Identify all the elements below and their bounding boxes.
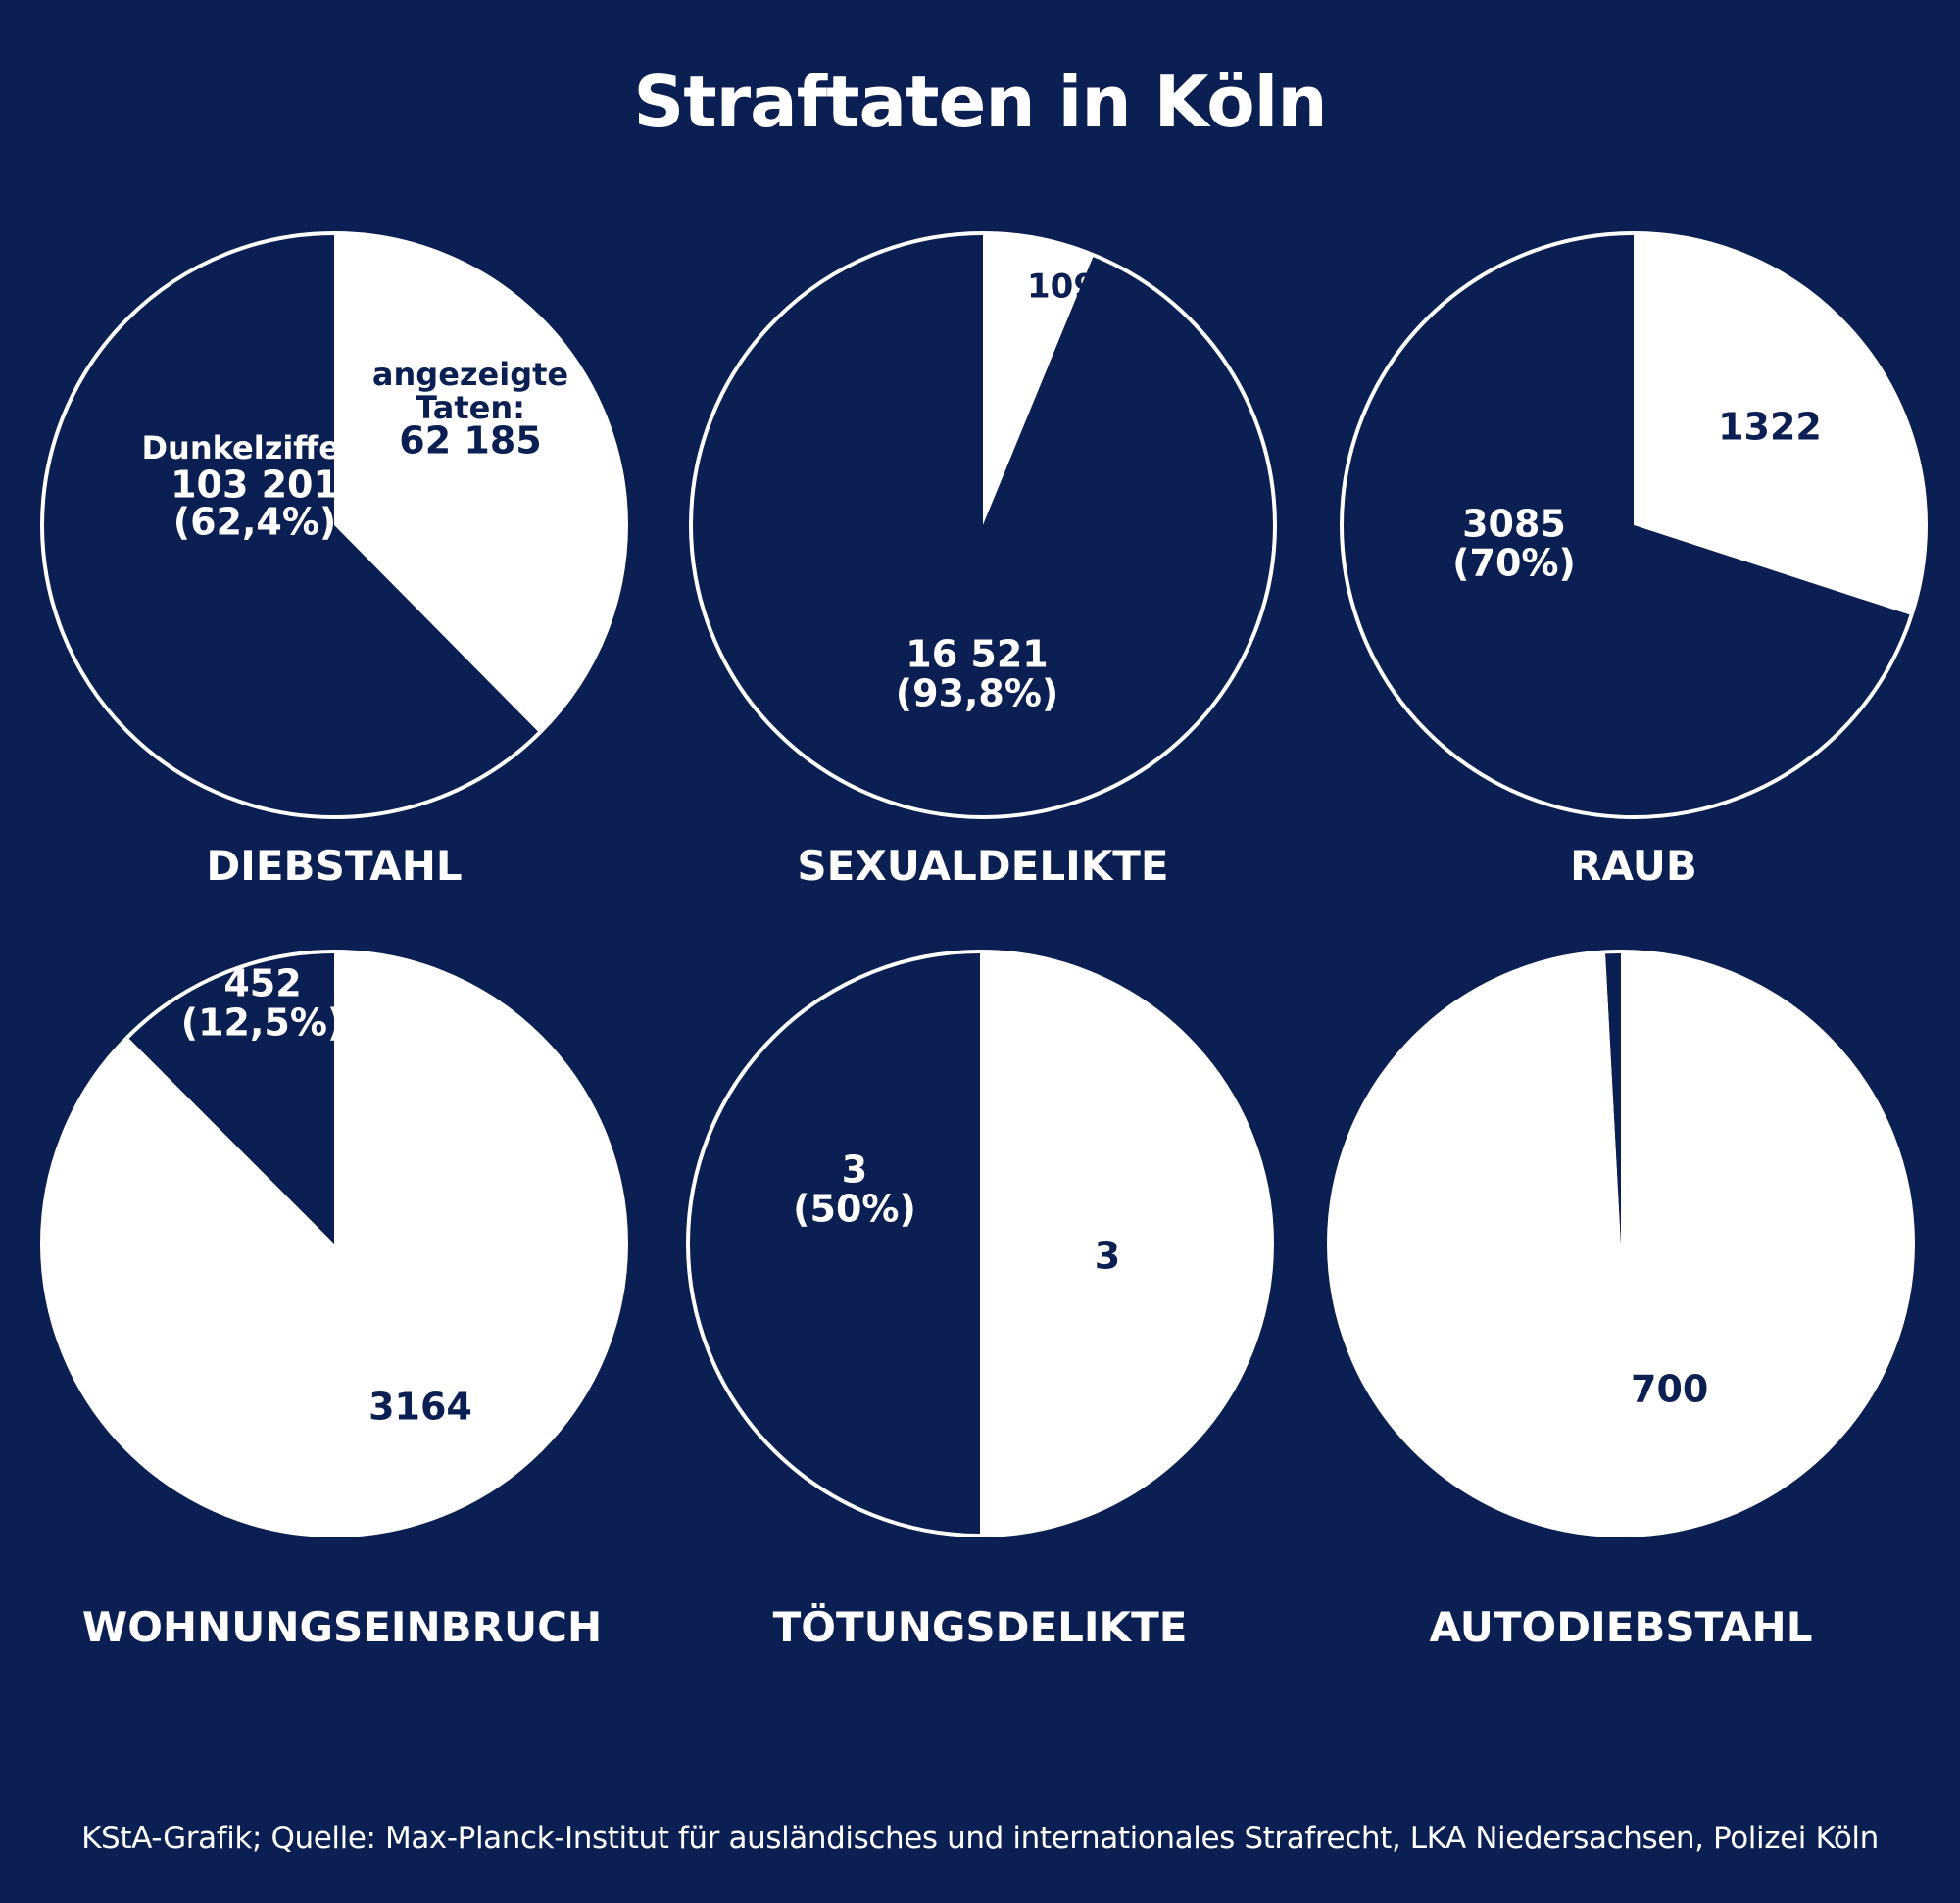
pie-slice-unreported [127, 952, 334, 1244]
chart-title: Straftaten in Köln [633, 61, 1327, 143]
slice-label-reported: 3 [1095, 1235, 1120, 1278]
category-title: RAUB [1570, 842, 1697, 890]
pie-slice-unreported [687, 952, 980, 1536]
pie-slice-reported [1328, 952, 1913, 1536]
slice-label-unreported: (70%) [1452, 542, 1576, 585]
pie-chart-3: 1322 3085(70%) RAUB [1340, 231, 1928, 890]
pie-outline [686, 950, 1274, 1537]
pie-outline [1327, 950, 1915, 1537]
category-title: AUTODIEBSTAHL [1430, 1603, 1813, 1651]
pie-slice-reported [42, 952, 627, 1537]
source-note: KStA-Grafik; Quelle: Max-Planck-Institut… [81, 1821, 1879, 1856]
slice-label-unreported: 3 [842, 1148, 867, 1192]
pie-chart-2: 1092 16 521(93,8%) SEXUALDELIKTE [689, 231, 1277, 890]
slice-label-unreported: 16 521 [906, 633, 1048, 676]
slice-label-reported: 3164 [368, 1386, 472, 1429]
slice-label-reported: angezeigte [372, 356, 568, 393]
slice-label-unreported: (12,5%) [181, 1001, 345, 1045]
slice-label-unreported: 103 201 [171, 464, 339, 507]
pie-chart-4: 3164 452(12,5%) WOHNUNGSEINBRUCH [40, 950, 628, 1651]
slice-label-reported: 1322 [1718, 406, 1822, 449]
pie-slice-reported [983, 233, 1095, 525]
pie-chart-6: 700 6(0,1%) AUTODIEBSTAHL [1327, 950, 1915, 1651]
category-title: TÖTUNGSDELIKTE [773, 1602, 1188, 1651]
slice-label-unreported: (93,8%) [896, 672, 1059, 715]
pie-outline [1340, 231, 1928, 819]
slice-label-reported: 62 185 [399, 419, 541, 463]
slice-label-unreported: 6 [1635, 994, 1660, 1037]
slice-label-unreported: (50%) [793, 1188, 916, 1231]
pie-slice-reported [1634, 233, 1927, 616]
category-title: WOHNUNGSEINBRUCH [82, 1603, 602, 1651]
slice-label-unreported: 3085 [1462, 503, 1566, 546]
pie-outline [40, 950, 628, 1537]
slice-label-unreported: (62,4%) [173, 501, 337, 544]
pie-slice-unreported [690, 233, 1275, 817]
slice-label-reported: 700 [1631, 1368, 1708, 1411]
slice-label-unreported: (0,1%) [1635, 1033, 1772, 1076]
slice-label-reported: Taten: [416, 389, 525, 426]
pie-outline [40, 231, 628, 819]
pie-outline [689, 231, 1277, 819]
pie-slice-reported [980, 952, 1272, 1536]
pie-slice-reported [334, 233, 627, 734]
category-title: SEXUALDELIKTE [797, 842, 1168, 890]
slice-label-unreported: 452 [223, 962, 301, 1005]
pie-slice-unreported [42, 233, 540, 817]
slice-label-reported: 1092 [1027, 268, 1120, 307]
category-title: DIEBSTAHL [206, 842, 462, 890]
slice-label-unreported: Dunkelziffer: [141, 429, 368, 466]
pie-slice-unreported [1605, 952, 1621, 1244]
pie-chart-5: 33(50%)TÖTUNGSDELIKTE [686, 950, 1274, 1651]
pie-slice-unreported [1342, 233, 1912, 817]
